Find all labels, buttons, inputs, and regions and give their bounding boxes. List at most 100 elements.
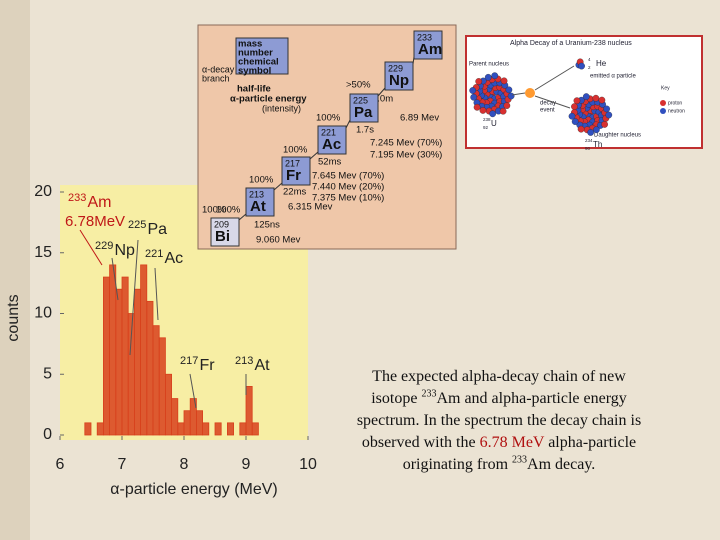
caption-line: originating from 233Am decay.: [334, 454, 664, 476]
inset-text: decay: [540, 101, 556, 107]
inset-arrow: [511, 92, 526, 96]
bar: [183, 410, 191, 436]
bar: [195, 410, 203, 436]
bar: [152, 325, 160, 436]
alpha-energy: 6.89 Mev: [400, 113, 439, 124]
decay-arrow: [309, 151, 319, 160]
caption-line: isotope 233Am and alpha-particle energy: [334, 388, 664, 410]
nuclide-mass: 225: [353, 95, 368, 105]
nucleon: [507, 92, 515, 100]
legend-text: α-particle energy: [230, 94, 307, 105]
nuclide-box: [281, 156, 311, 186]
nucleon: [499, 107, 507, 115]
nucleon: [473, 103, 481, 111]
nuclide-mass: 213: [249, 189, 264, 199]
bar: [177, 422, 185, 436]
nuclide-mass: 209: [214, 219, 229, 229]
nucleon: [587, 129, 594, 136]
nucleon: [489, 110, 496, 118]
nucleon: [470, 93, 478, 101]
annotation-arrow: [129, 239, 139, 356]
annotation-arrow: [111, 257, 119, 301]
x-tick-label: 10: [299, 456, 317, 473]
bar: [239, 422, 247, 436]
inset-text: 92: [483, 125, 489, 130]
nucleon: [479, 107, 487, 114]
legend-text: half-life: [237, 84, 271, 95]
nucleon: [598, 96, 606, 104]
caption-text: Am decay.: [527, 456, 596, 473]
isotope-symbol: Pa: [148, 221, 168, 238]
nucleon: [500, 77, 508, 85]
key-proton: [660, 100, 666, 106]
alpha-decay-inset: Alpha Decay of a Uranium-238 nucleus Pare…: [465, 35, 703, 151]
bar: [103, 276, 111, 436]
caption-text: isotope: [371, 390, 422, 407]
key-neutron: [660, 108, 666, 114]
nucleon: [571, 103, 578, 110]
inset-text: neutron: [668, 108, 685, 114]
isotope-mass: 221: [145, 248, 163, 260]
y-tick-label: 20: [34, 183, 52, 200]
y-tick-label: 5: [43, 365, 52, 382]
inset-arrow: [534, 65, 575, 91]
bar: [214, 422, 222, 436]
inset-text: U: [491, 119, 497, 128]
nucleon: [603, 105, 610, 113]
x-axis-title: α-particle energy (MeV): [110, 481, 278, 498]
inset-text: He: [596, 59, 607, 68]
isotope-symbol: At: [255, 357, 271, 374]
annotation-arrow: [154, 267, 159, 321]
nucleon: [577, 125, 585, 133]
nuclide-mass: 229: [388, 63, 403, 73]
bar: [158, 337, 166, 436]
isotope-symbol: Am: [88, 194, 112, 211]
nucleon: [491, 72, 499, 80]
x-tick-label: 8: [180, 456, 189, 473]
caption-text: spectrum. In the spectrum the decay chai…: [356, 412, 642, 429]
nucleon: [503, 102, 511, 109]
nuclide-mass: 221: [321, 127, 336, 137]
legend-text: chemical: [238, 57, 279, 68]
nuclide-symbol: Np: [389, 72, 409, 89]
bar: [245, 385, 253, 436]
decay-arrow: [238, 213, 247, 221]
nucleon: [484, 73, 492, 81]
caption-text: originating from: [402, 456, 513, 473]
decay-arrow: [412, 56, 415, 65]
inset-text: proton: [668, 100, 682, 106]
caption-text: alpha-particle: [544, 434, 637, 451]
inset-arrow: [534, 95, 571, 109]
nuclide-symbol: Bi: [215, 228, 230, 245]
bar: [133, 288, 141, 436]
x-tick-label: 6: [56, 456, 65, 473]
isotope-mass: 225: [128, 219, 146, 231]
nuclide-mass: 217: [285, 158, 300, 168]
half-life: 4.0m: [372, 94, 393, 105]
superscript: 233: [512, 454, 528, 466]
nuclide-symbol: Pa: [354, 104, 373, 121]
inset-text: event: [540, 108, 555, 114]
isotope-mass: 213: [235, 355, 253, 367]
branch-ratio: 100%: [249, 175, 274, 186]
inset-text: Daughter nucleus: [594, 133, 641, 139]
x-tick-label: 7: [118, 456, 127, 473]
nucleon: [593, 126, 600, 134]
inset-text: 90: [585, 146, 591, 151]
isotope-mass: 229: [95, 240, 113, 252]
nuclide-box: [384, 61, 414, 91]
nucleon: [505, 86, 513, 94]
nuclide-mass: 233: [417, 32, 432, 42]
half-life: 1.7s: [356, 125, 374, 136]
nuclide-symbol: Ac: [322, 136, 341, 153]
caption-text: Am and alpha-particle energy: [436, 390, 627, 407]
isotope-symbol: Ac: [165, 250, 184, 267]
bar: [251, 422, 259, 436]
nuclide-box: [349, 93, 379, 123]
half-life: 125ns: [254, 220, 280, 231]
alpha-energy: 9.060 Mev: [256, 235, 301, 246]
nuclide-symbol: At: [250, 198, 266, 215]
